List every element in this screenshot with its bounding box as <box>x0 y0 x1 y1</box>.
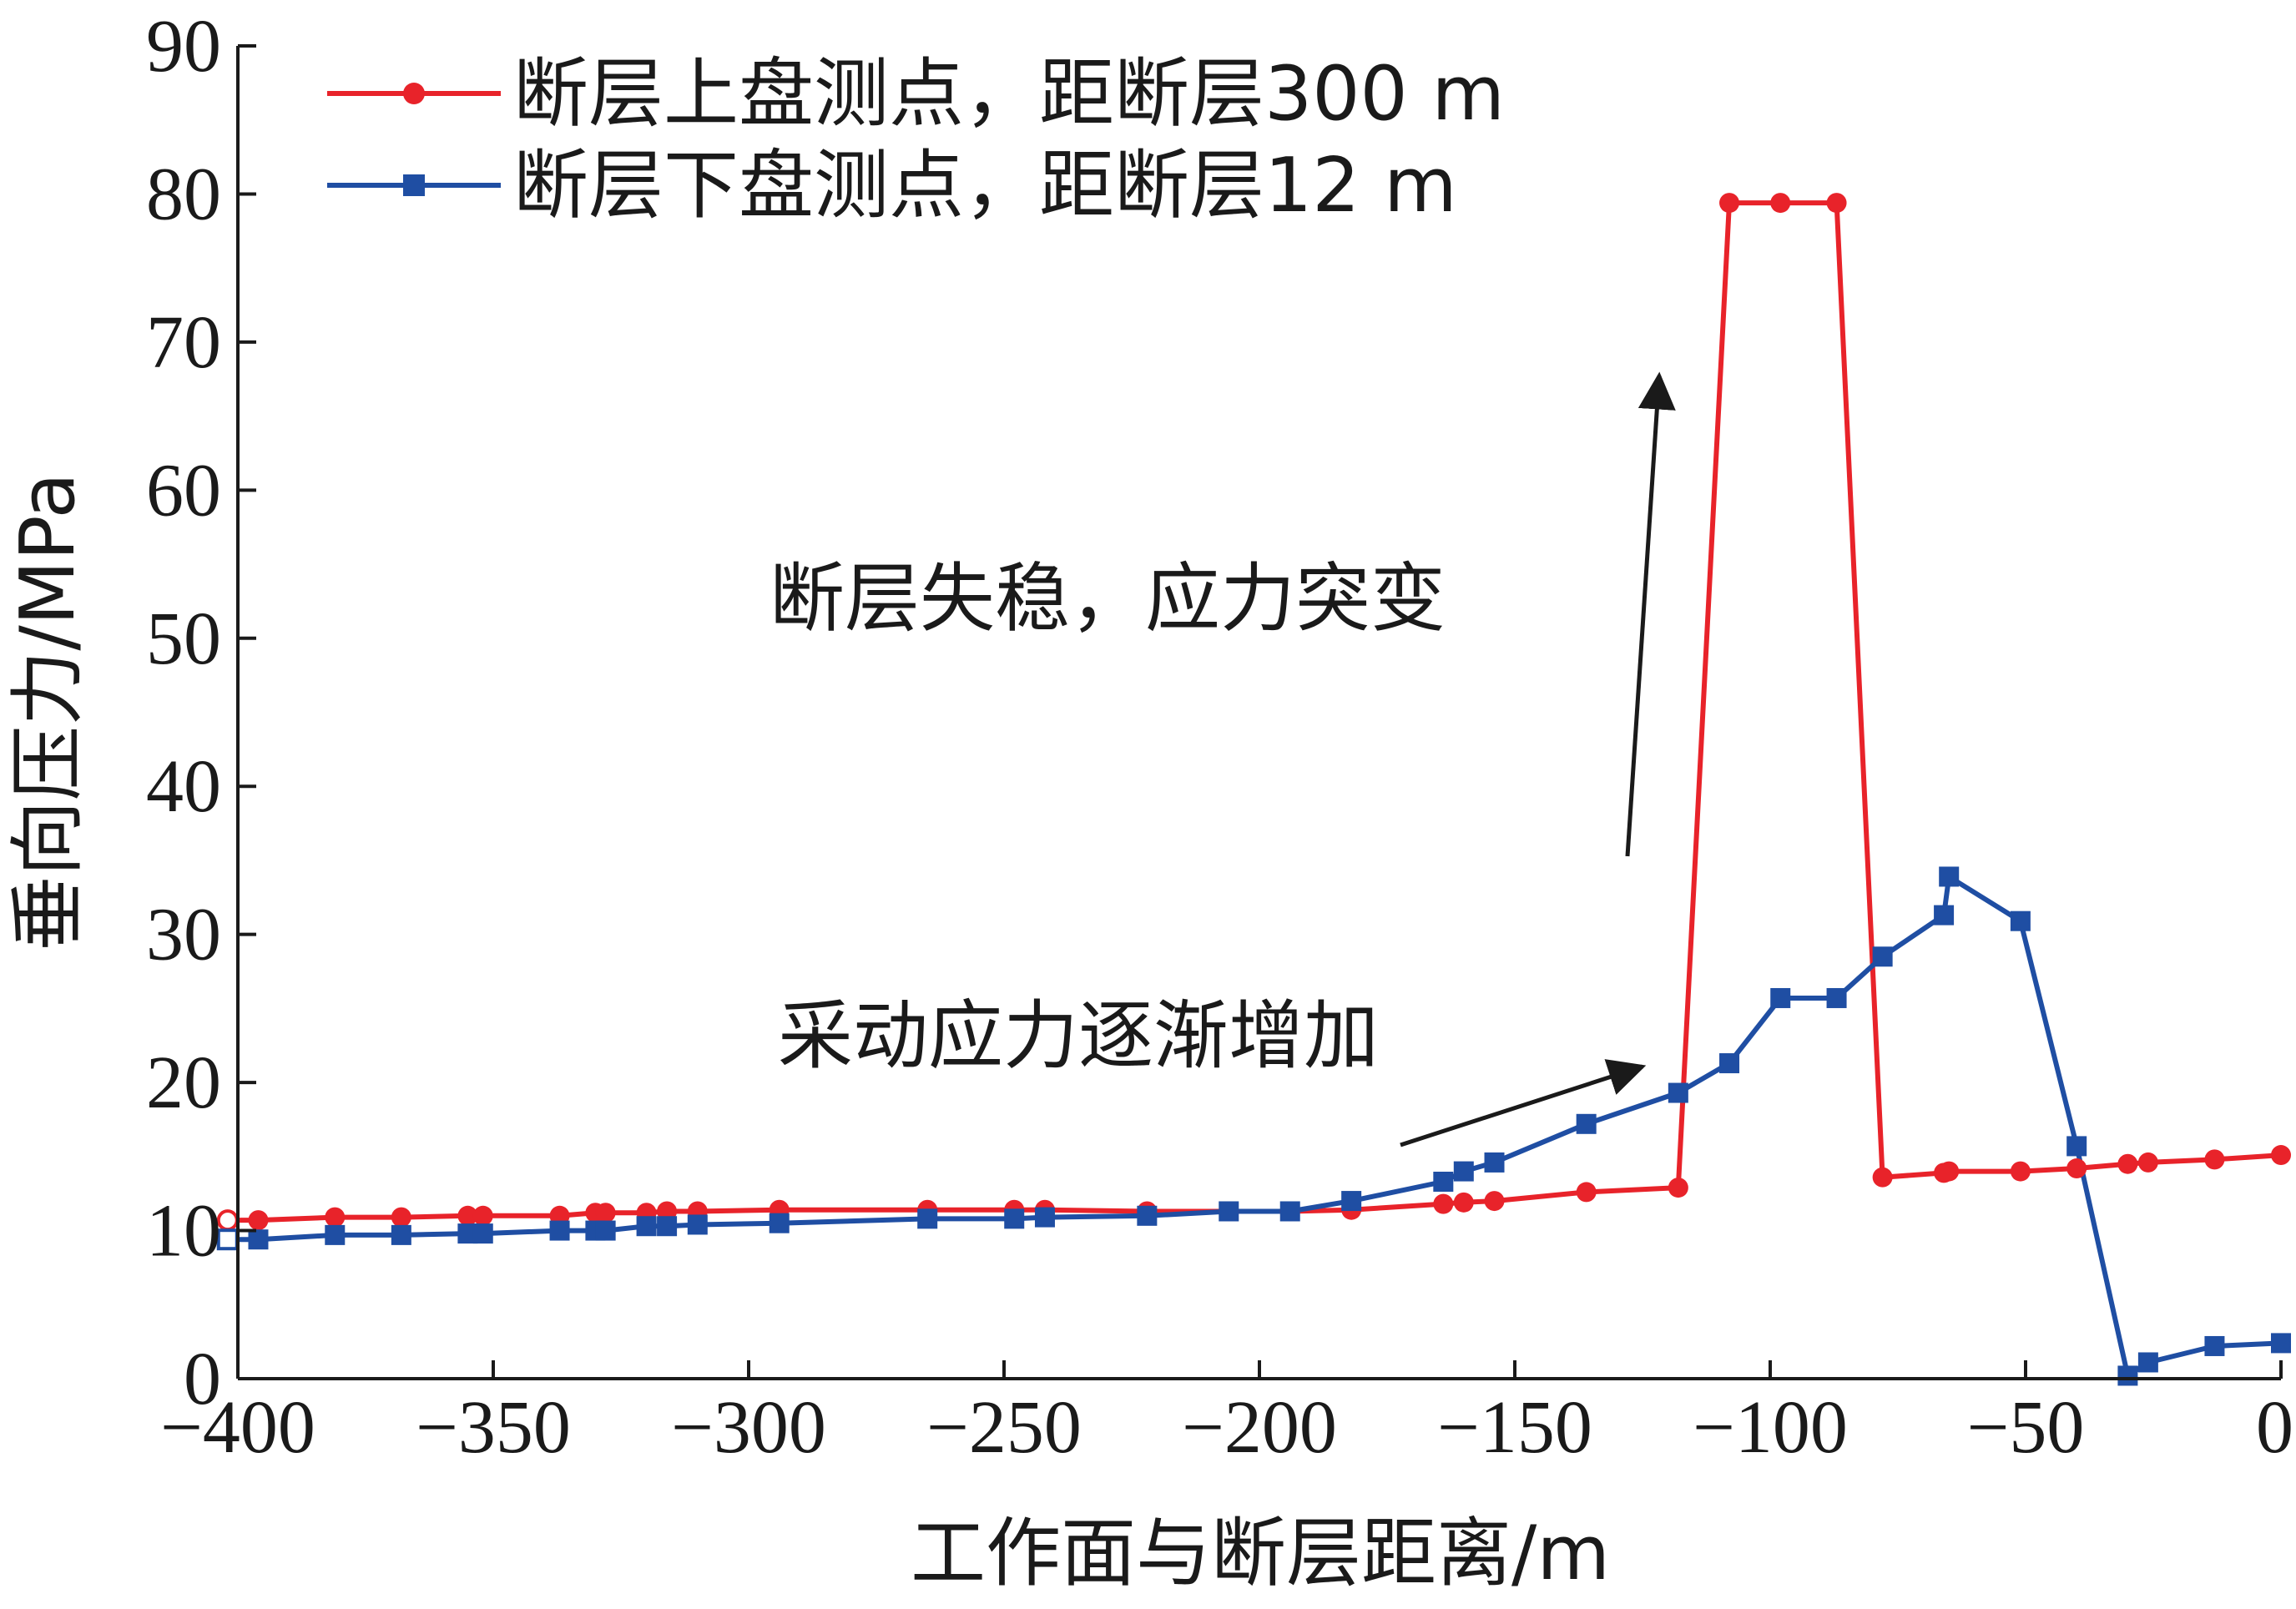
data-point-lower-wall <box>2010 910 2031 931</box>
data-point-lower-wall <box>1219 1201 1239 1222</box>
y-tick-label: 90 <box>146 5 221 88</box>
legend-item-upper-wall: 断层上盘测点，距断层300 m <box>327 50 1505 138</box>
data-point-lower-wall <box>917 1208 938 1229</box>
annotation-arrow-mining-stress <box>1400 1059 1647 1147</box>
data-point-upper-wall <box>2117 1153 2138 1174</box>
data-point-lower-wall <box>1004 1208 1025 1229</box>
x-axis-title: 工作面与断层距离/m <box>911 1510 1610 1597</box>
data-point-lower-wall <box>1668 1082 1688 1103</box>
data-point-lower-wall <box>1279 1201 1300 1222</box>
data-point-lower-wall <box>1770 987 1791 1008</box>
y-tick-label: 50 <box>146 598 221 680</box>
y-tick-label: 20 <box>146 1042 221 1124</box>
data-point-lower-wall <box>769 1213 790 1233</box>
data-point-upper-wall <box>325 1207 346 1228</box>
data-point-lower-wall <box>1137 1205 1158 1226</box>
y-tick-label: 70 <box>146 301 221 384</box>
y-tick-label: 10 <box>146 1190 221 1273</box>
data-point-upper-wall <box>1826 193 1847 214</box>
legend-label-upper-wall: 断层上盘测点，距断层300 m <box>513 50 1505 138</box>
legend: 断层上盘测点，距断层300 m 断层下盘测点，距断层12 m <box>327 50 1505 229</box>
data-point-lower-wall <box>595 1220 616 1241</box>
data-point-lower-wall <box>1934 905 1955 926</box>
data-point-lower-wall <box>2117 1365 2138 1386</box>
data-point-upper-wall <box>2204 1149 2225 1170</box>
data-point-upper-wall <box>1668 1178 1688 1198</box>
y-tick-label: 0 <box>184 1338 221 1420</box>
data-point-upper-wall <box>472 1205 493 1226</box>
data-point-lower-wall <box>325 1224 346 1245</box>
y-tick-label: 80 <box>146 153 221 235</box>
x-tick-label: 0 <box>2256 1386 2293 1469</box>
y-tick-label: 60 <box>146 449 221 532</box>
data-point-upper-wall <box>248 1210 269 1231</box>
x-tick-label: −100 <box>1693 1386 1848 1469</box>
x-ticks: −400 −350 −300 −250 −200 −150 −100 −50 0 <box>160 1360 2293 1469</box>
data-point-upper-wall <box>1576 1182 1597 1203</box>
data-point-lower-wall <box>1433 1171 1454 1192</box>
data-point-upper-wall <box>457 1205 478 1226</box>
x-tick-label: −300 <box>671 1386 826 1469</box>
data-point-upper-wall <box>1770 193 1791 214</box>
x-tick-label: −350 <box>416 1386 571 1469</box>
y-ticks: 0 10 20 30 40 50 60 70 80 90 <box>146 5 256 1420</box>
data-point-lower-wall <box>687 1214 708 1235</box>
series-line-lower-wall <box>227 874 2282 1379</box>
annotation-fault-instability: 断层失稳，应力突变 <box>770 555 1446 643</box>
data-point-upper-wall <box>2271 1145 2291 1166</box>
x-tick-label: −400 <box>160 1386 315 1469</box>
legend-label-lower-wall: 断层下盘测点，距断层12 m <box>513 142 1457 229</box>
data-point-lower-wall <box>2066 1136 2087 1157</box>
annotation-arrow-fault-instability <box>1625 371 1676 857</box>
data-point-lower-wall <box>2271 1333 2291 1354</box>
data-point-lower-wall <box>636 1216 657 1237</box>
plot-markers <box>216 193 2291 1386</box>
data-point-lower-wall <box>472 1223 493 1244</box>
legend-marker-upper-wall <box>403 83 425 104</box>
data-point-lower-wall <box>1341 1191 1362 1212</box>
data-point-lower-wall <box>2204 1335 2225 1356</box>
data-point-upper-wall <box>1484 1191 1505 1212</box>
plot-lines <box>227 200 2282 1379</box>
data-point-upper-wall <box>2066 1158 2087 1179</box>
data-point-lower-wall <box>1826 987 1847 1008</box>
data-point-lower-wall <box>1872 946 1893 967</box>
x-tick-label: −150 <box>1437 1386 1592 1469</box>
y-axis-title: 垂向压力/MPa <box>4 472 92 951</box>
legend-marker-lower-wall <box>403 174 425 196</box>
x-tick-label: −50 <box>1967 1386 2085 1469</box>
y-tick-label: 40 <box>146 745 221 828</box>
data-point-lower-wall <box>1576 1113 1597 1134</box>
data-point-upper-wall <box>1719 193 1740 214</box>
data-point-upper-wall <box>391 1207 411 1228</box>
data-point-lower-wall <box>1939 866 1960 887</box>
data-point-upper-wall <box>216 1209 239 1232</box>
y-tick-label: 30 <box>146 894 221 976</box>
data-point-lower-wall <box>1719 1053 1740 1074</box>
data-point-upper-wall <box>1453 1192 1474 1213</box>
legend-item-lower-wall: 断层下盘测点，距断层12 m <box>327 142 1457 229</box>
data-point-lower-wall <box>248 1229 269 1250</box>
annotation-mining-stress: 采动应力逐渐增加 <box>778 992 1379 1080</box>
data-point-lower-wall <box>1484 1152 1505 1173</box>
data-point-lower-wall <box>391 1224 411 1245</box>
data-point-lower-wall <box>549 1220 570 1241</box>
data-point-upper-wall <box>2137 1152 2158 1173</box>
data-point-upper-wall <box>595 1203 616 1223</box>
data-point-lower-wall <box>657 1216 678 1237</box>
data-point-lower-wall <box>1453 1161 1474 1182</box>
data-point-upper-wall <box>1939 1161 1960 1182</box>
data-point-lower-wall <box>2137 1352 2158 1373</box>
data-point-lower-wall <box>1034 1207 1055 1228</box>
data-point-upper-wall <box>1433 1193 1454 1214</box>
data-point-upper-wall <box>1872 1167 1893 1188</box>
x-tick-label: −250 <box>926 1386 1082 1469</box>
x-tick-label: −200 <box>1182 1386 1337 1469</box>
data-point-lower-wall <box>216 1228 239 1251</box>
data-point-upper-wall <box>2010 1161 2031 1182</box>
